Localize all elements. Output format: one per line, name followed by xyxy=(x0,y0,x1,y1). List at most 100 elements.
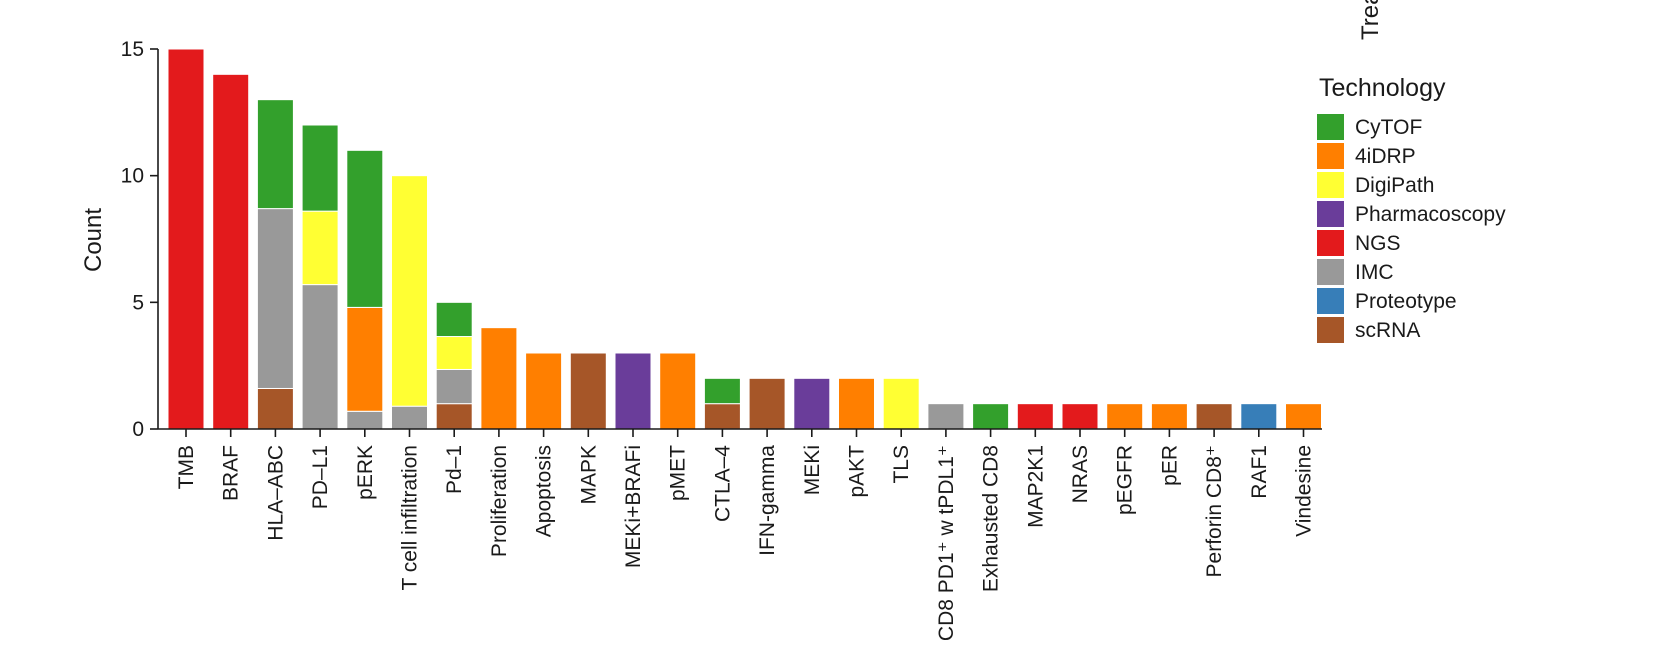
bar-segment xyxy=(569,352,607,430)
bar-segment xyxy=(927,403,965,430)
bar-segment xyxy=(480,327,518,430)
x-tick-label: NRAS xyxy=(1069,445,1092,503)
x-tick-label: pER xyxy=(1158,445,1181,486)
bar-segment xyxy=(703,377,741,405)
x-tick-label: pEGFR xyxy=(1114,445,1137,515)
legend-item: DigiPath xyxy=(1317,172,1434,198)
legend-label: Proteotype xyxy=(1355,290,1457,313)
x-tick-label: CD8 PD1⁺ w tPDL1⁺ xyxy=(935,445,958,641)
x-tick-label: Apoptosis xyxy=(533,445,556,537)
bar-segment xyxy=(435,403,473,430)
legend-swatch xyxy=(1317,317,1344,343)
legend-item: 4iDRP xyxy=(1317,143,1416,169)
legend-swatch xyxy=(1317,259,1344,285)
x-tick-label: MAP2K1 xyxy=(1024,445,1047,528)
legend-swatch xyxy=(1317,172,1344,198)
bar-segment xyxy=(167,48,205,430)
x-tick-label: TLS xyxy=(890,445,913,484)
bar-segment xyxy=(1061,403,1099,430)
bar-segment xyxy=(1150,403,1188,430)
bar-segment xyxy=(391,175,428,407)
x-tick-label: Pd–1 xyxy=(443,445,466,494)
legend-item: Pharmacoscopy xyxy=(1317,201,1506,227)
bar-segment xyxy=(256,387,294,430)
legend-swatch xyxy=(1317,230,1344,256)
bar-segment xyxy=(391,405,428,430)
bar-segment xyxy=(793,377,831,430)
legend-label: IMC xyxy=(1355,261,1394,284)
bar-segment xyxy=(748,377,786,430)
bar-segment xyxy=(301,210,339,286)
x-tick-label: MAPK xyxy=(577,445,600,505)
bar-segment xyxy=(838,377,875,430)
x-tick-label: Perforin CD8⁺ xyxy=(1203,445,1226,577)
y-tick-label: 0 xyxy=(132,418,144,441)
x-tick-label: HLA–ABC xyxy=(264,445,287,541)
x-tick-label: BRAF xyxy=(220,445,243,501)
bar-segment xyxy=(301,284,339,430)
bar-segment xyxy=(435,301,473,338)
legend-swatch xyxy=(1317,114,1344,140)
bar-segment xyxy=(435,336,473,370)
bar-segment xyxy=(1285,403,1322,430)
bar-segment xyxy=(301,124,339,212)
bar-segment xyxy=(1240,403,1278,430)
bar-segment xyxy=(972,403,1010,430)
legend-swatch xyxy=(1317,201,1344,227)
legend-item: CyTOF xyxy=(1317,114,1422,140)
legend-label: CyTOF xyxy=(1355,116,1422,139)
bar-segment xyxy=(212,73,250,430)
legend-item: NGS xyxy=(1317,230,1401,256)
x-tick-label: CTLA–4 xyxy=(711,445,734,522)
legend-item: scRNA xyxy=(1317,317,1420,343)
bar-segment xyxy=(703,403,741,430)
bar-segment xyxy=(525,352,563,430)
bar-segment xyxy=(435,368,473,405)
y-tick-label: 10 xyxy=(121,165,144,188)
y-axis-title: Count xyxy=(80,208,107,272)
x-tick-label: Vindesine xyxy=(1293,445,1316,537)
legend-label: DigiPath xyxy=(1355,174,1434,197)
x-tick-label: pMET xyxy=(667,445,690,501)
x-tick-label: MEKi+BRAFi xyxy=(622,445,645,568)
bars xyxy=(167,48,1322,430)
clipped-title-text: Trea xyxy=(1357,0,1384,40)
clipped-legend-title: Trea xyxy=(1357,0,1384,40)
legend-item: Proteotype xyxy=(1317,288,1457,314)
legend-swatch xyxy=(1317,288,1344,314)
bar-segment xyxy=(256,208,294,389)
legend-item: IMC xyxy=(1317,259,1394,285)
legend-label: Pharmacoscopy xyxy=(1355,203,1506,226)
legend-label: scRNA xyxy=(1355,319,1420,342)
legend-title: Technology xyxy=(1319,74,1446,102)
x-tick-label: T cell infiltration xyxy=(399,445,422,591)
bar-segment xyxy=(1016,403,1054,430)
x-tick-label: PD–L1 xyxy=(309,445,332,509)
x-tick-label: IFN-gamma xyxy=(756,445,779,556)
legend-items: CyTOF 4iDRP DigiPath Pharmacoscopy NGS IMC Pro… xyxy=(1317,114,1506,343)
bar-segment xyxy=(256,99,294,210)
bar-segment xyxy=(882,377,920,430)
bar-segment xyxy=(346,306,384,412)
bar-segment xyxy=(659,352,697,430)
legend-swatch xyxy=(1317,143,1344,169)
x-tick-label: Exhausted CD8 xyxy=(980,445,1003,592)
x-tick-label: TMB xyxy=(175,445,198,489)
legend-label: NGS xyxy=(1355,232,1401,255)
bar-segment xyxy=(1195,403,1233,430)
x-tick-label: Proliferation xyxy=(488,445,511,557)
bar-segment xyxy=(614,352,652,430)
legend: Technology CyTOF 4iDRP DigiPath Pharmacosco… xyxy=(1317,74,1506,343)
x-tick-label: pAKT xyxy=(846,445,869,498)
y-tick-label: 15 xyxy=(121,38,144,61)
bar-segment xyxy=(346,410,384,430)
y-axis: 0 5 10 15 xyxy=(121,38,159,441)
bar-segment xyxy=(1106,403,1144,430)
x-tick-label: pERK xyxy=(354,445,377,500)
bar-segment xyxy=(346,149,384,308)
y-tick-label: 5 xyxy=(132,291,144,314)
x-tick-label: MEKi xyxy=(801,445,824,495)
x-tick-label: RAF1 xyxy=(1248,445,1271,499)
legend-label: 4iDRP xyxy=(1355,145,1416,168)
